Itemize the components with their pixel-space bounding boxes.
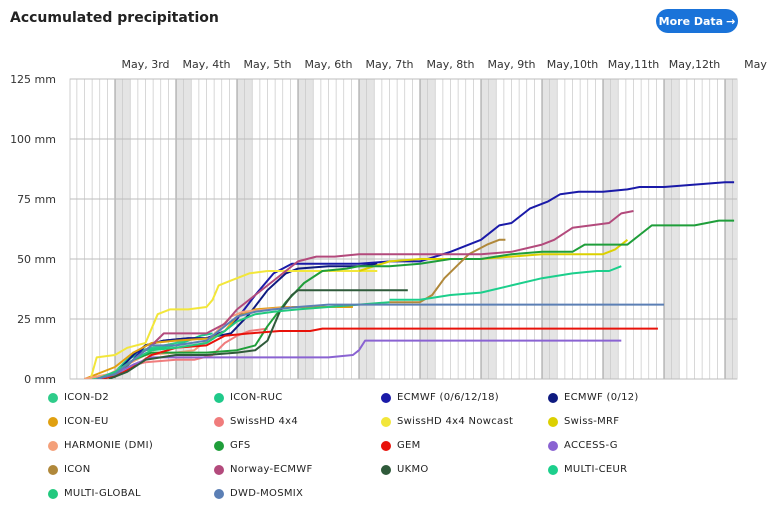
legend-color-dot: [548, 416, 558, 427]
y-tick-label: 75 mm: [17, 193, 56, 206]
legend-color-dot: [381, 464, 391, 475]
legend-item[interactable]: GFS: [214, 440, 251, 451]
legend-label: SwissHD 4x4: [230, 416, 299, 427]
series-line-dwd-mosmix: [96, 303, 664, 379]
series-line-swiss-mrf: [358, 239, 629, 272]
legend-color-dot: [381, 392, 391, 403]
legend-color-dot: [214, 440, 224, 451]
legend-color-dot: [48, 464, 58, 475]
legend-label: ICON-EU: [64, 416, 109, 427]
legend-color-dot: [214, 464, 224, 475]
legend-label: ACCESS-G: [564, 440, 618, 451]
x-tick-label: May, 5th: [243, 58, 291, 71]
legend-label: UKMO: [397, 464, 429, 475]
legend-item[interactable]: Norway-ECMWF: [214, 464, 313, 475]
y-tick-label: 0 mm: [24, 373, 56, 386]
chart-title: Accumulated precipitation: [10, 10, 219, 26]
series-line-gem: [96, 327, 658, 379]
x-tick-label: May, 4th: [182, 58, 230, 71]
legend-color-dot: [48, 392, 58, 403]
legend-label: MULTI-GLOBAL: [64, 488, 141, 499]
legend-label: ICON-RUC: [230, 392, 283, 403]
x-tick-label: May, 7th: [365, 58, 413, 71]
series-line-ecmwf-0-12-: [96, 262, 378, 379]
legend-item[interactable]: MULTI-GLOBAL: [48, 488, 141, 499]
legend-item[interactable]: DWD-MOSMIX: [214, 488, 303, 499]
legend-color-dot: [548, 440, 558, 451]
legend-label: GEM: [397, 440, 421, 451]
series-line-swisshd-4x4-nowcast: [89, 270, 378, 379]
legend-item[interactable]: MULTI-CEUR: [548, 464, 627, 475]
x-tick-label: May, 6th: [304, 58, 352, 71]
legend-color-dot: [548, 392, 558, 403]
legend-item[interactable]: ICON-EU: [48, 416, 109, 427]
x-tick-label: May: [744, 58, 767, 71]
legend-label: HARMONIE (DMI): [64, 440, 154, 451]
y-tick-label: 25 mm: [17, 313, 56, 326]
x-tick-label: May, 9th: [487, 58, 535, 71]
series-line-gfs: [96, 219, 735, 379]
legend-label: GFS: [230, 440, 251, 451]
series-line-ukmo: [108, 289, 408, 379]
legend-color-dot: [48, 416, 58, 427]
legend-item[interactable]: UKMO: [381, 464, 429, 475]
legend-label: Swiss-MRF: [564, 416, 620, 427]
more-data-button[interactable]: More Data →: [656, 9, 738, 33]
y-tick-label: 125 mm: [10, 73, 56, 86]
legend-item[interactable]: GEM: [381, 440, 421, 451]
legend-color-dot: [48, 440, 58, 451]
legend-item[interactable]: ICON-D2: [48, 392, 109, 403]
legend-color-dot: [381, 416, 391, 427]
legend-item[interactable]: ICON: [48, 464, 90, 475]
x-tick-label: May, 3rd: [121, 58, 169, 71]
legend-item[interactable]: ICON-RUC: [214, 392, 283, 403]
legend-label: Norway-ECMWF: [230, 464, 313, 475]
legend-color-dot: [214, 488, 224, 499]
legend-label: ICON: [64, 464, 91, 475]
legend-label: ECMWF (0/12): [564, 392, 639, 403]
legend-color-dot: [548, 464, 558, 475]
legend-color-dot: [48, 488, 58, 499]
x-tick-label: May,10th: [547, 58, 599, 71]
legend-label: ECMWF (0/6/12/18): [397, 392, 499, 403]
legend-item[interactable]: ECMWF (0/12): [548, 392, 639, 403]
y-tick-label: 100 mm: [10, 133, 56, 146]
night-band: [725, 79, 737, 379]
legend-color-dot: [381, 440, 391, 451]
legend-item[interactable]: ECMWF (0/6/12/18): [381, 392, 499, 403]
legend-label: DWD-MOSMIX: [230, 488, 304, 499]
legend-item[interactable]: SwissHD 4x4 Nowcast: [381, 416, 513, 427]
x-tick-label: May,11th: [608, 58, 660, 71]
arrow-right-icon: →: [726, 14, 736, 28]
series-line-multi-ceur: [389, 265, 622, 301]
y-tick-label: 50 mm: [17, 253, 56, 266]
legend-label: MULTI-CEUR: [564, 464, 628, 475]
legend-item[interactable]: ACCESS-G: [548, 440, 618, 451]
legend-item[interactable]: HARMONIE (DMI): [48, 440, 153, 451]
legend-color-dot: [214, 416, 224, 427]
series-line-norway-ecmwf: [96, 210, 634, 379]
x-tick-label: May, 8th: [426, 58, 474, 71]
legend-item[interactable]: Swiss-MRF: [548, 416, 619, 427]
x-tick-label: May,12th: [669, 58, 721, 71]
legend-label: ICON-D2: [64, 392, 110, 403]
legend-label: SwissHD 4x4 Nowcast: [397, 416, 514, 427]
legend-color-dot: [214, 392, 224, 403]
precipitation-chart: 0 mm 25 mm 50 mm 75 mm 100 mm 125 mm May, 3rd M…: [10, 58, 767, 386]
more-data-label: More Data: [658, 14, 724, 28]
legend-item[interactable]: SwissHD 4x4: [214, 416, 298, 427]
